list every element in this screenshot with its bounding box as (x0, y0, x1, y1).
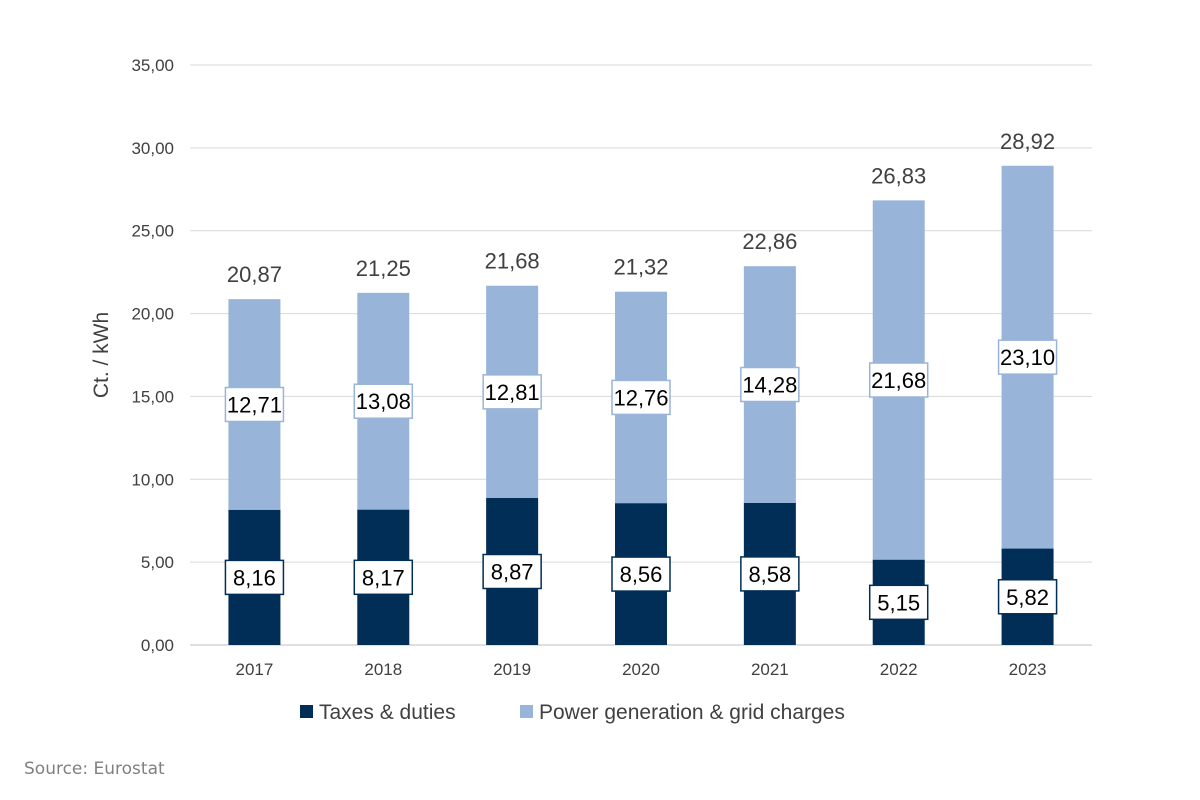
data-label-power-generation-grid: 23,10 (997, 339, 1058, 375)
total-label: 22,86 (742, 229, 797, 254)
y-tick-label: 35,00 (131, 56, 174, 75)
data-label-text: 14,28 (742, 372, 797, 397)
data-label-box (224, 559, 285, 596)
data-label-text: 21,68 (871, 368, 926, 393)
data-label-box (353, 383, 414, 419)
total-label: 28,92 (1000, 129, 1055, 154)
total-label: 26,83 (871, 163, 926, 188)
legend-swatch (300, 705, 313, 718)
legend-label: Power generation & grid charges (539, 701, 845, 724)
total-label: 21,68 (485, 249, 540, 274)
legend-swatch (520, 705, 533, 718)
data-label-text: 8,56 (620, 562, 663, 587)
data-label-text: 5,82 (1006, 585, 1049, 610)
data-label-taxes-duties: 8,58 (740, 556, 800, 592)
y-tick-label: 10,00 (131, 470, 174, 489)
data-label-text: 12,76 (613, 385, 668, 410)
data-label-text: 8,87 (491, 560, 534, 585)
y-tick-label: 30,00 (131, 139, 174, 158)
x-tick-label: 2020 (622, 660, 660, 679)
data-label-power-generation-grid: 13,08 (353, 383, 414, 419)
data-label-power-generation-grid: 12,76 (611, 379, 671, 416)
data-label-power-generation-grid: 21,68 (868, 362, 929, 398)
data-label-box (482, 553, 542, 590)
data-label-taxes-duties: 8,16 (224, 559, 285, 596)
source-note: Source: Eurostat (24, 759, 165, 779)
legend-item-taxes-duties: Taxes & duties (300, 701, 456, 724)
data-label-box (482, 374, 542, 410)
y-tick-label: 20,00 (131, 305, 174, 324)
x-tick-label: 2021 (751, 660, 789, 679)
bars: 8,16 12,71 20,87 8,17 13,08 21,25 8,87 12,81 21,… (224, 129, 1058, 645)
x-tick-label: 2023 (1009, 660, 1047, 679)
data-label-text: 8,58 (748, 562, 791, 587)
x-tick-label: 2019 (493, 660, 531, 679)
data-label-text: 23,10 (1000, 345, 1055, 370)
y-tick-label: 25,00 (131, 222, 174, 241)
data-label-power-generation-grid: 14,28 (740, 366, 800, 403)
data-label-box (611, 379, 671, 416)
total-label: 20,87 (227, 262, 282, 287)
total-label: 21,25 (356, 256, 411, 281)
total-label: 21,32 (613, 255, 668, 280)
legend-item-power-generation-grid: Power generation & grid charges (520, 701, 845, 724)
data-label-box (353, 559, 414, 596)
data-label-box (740, 366, 800, 403)
legend-label: Taxes & duties (319, 701, 456, 724)
x-tick-label: 2022 (880, 660, 918, 679)
data-label-text: 13,08 (356, 389, 411, 414)
data-label-box (224, 386, 285, 423)
data-label-box (997, 339, 1058, 375)
y-axis-label: Ct. / kWh (90, 312, 113, 398)
x-tick-label: 2018 (364, 660, 402, 679)
y-tick-label: 0,00 (141, 636, 174, 655)
data-label-text: 8,17 (362, 565, 405, 590)
x-axis: 2017 2018 2019 2020 2021 2022 2023 (236, 660, 1047, 679)
y-tick-label: 15,00 (131, 387, 174, 406)
x-tick-label: 2017 (236, 660, 274, 679)
data-label-box (868, 584, 929, 621)
data-label-taxes-duties: 5,15 (868, 584, 929, 621)
y-axis: 0,00 5,00 10,00 15,00 20,00 25,00 30,00 35,00 (131, 56, 174, 655)
data-label-taxes-duties: 5,82 (997, 579, 1058, 615)
data-label-box (611, 556, 671, 592)
data-label-box (997, 579, 1058, 615)
y-tick-label: 5,00 (141, 553, 174, 572)
data-label-text: 12,71 (227, 392, 282, 417)
data-label-taxes-duties: 8,56 (611, 556, 671, 592)
data-label-taxes-duties: 8,87 (482, 553, 542, 590)
data-label-text: 5,15 (877, 590, 920, 615)
data-label-box (868, 362, 929, 398)
data-label-power-generation-grid: 12,81 (482, 374, 542, 410)
legend: Taxes & duties Power generation & grid ch… (300, 701, 845, 724)
data-label-box (740, 556, 800, 592)
data-label-text: 12,81 (485, 380, 540, 405)
data-label-text: 8,16 (233, 565, 276, 590)
data-label-power-generation-grid: 12,71 (224, 386, 285, 423)
data-label-taxes-duties: 8,17 (353, 559, 414, 596)
